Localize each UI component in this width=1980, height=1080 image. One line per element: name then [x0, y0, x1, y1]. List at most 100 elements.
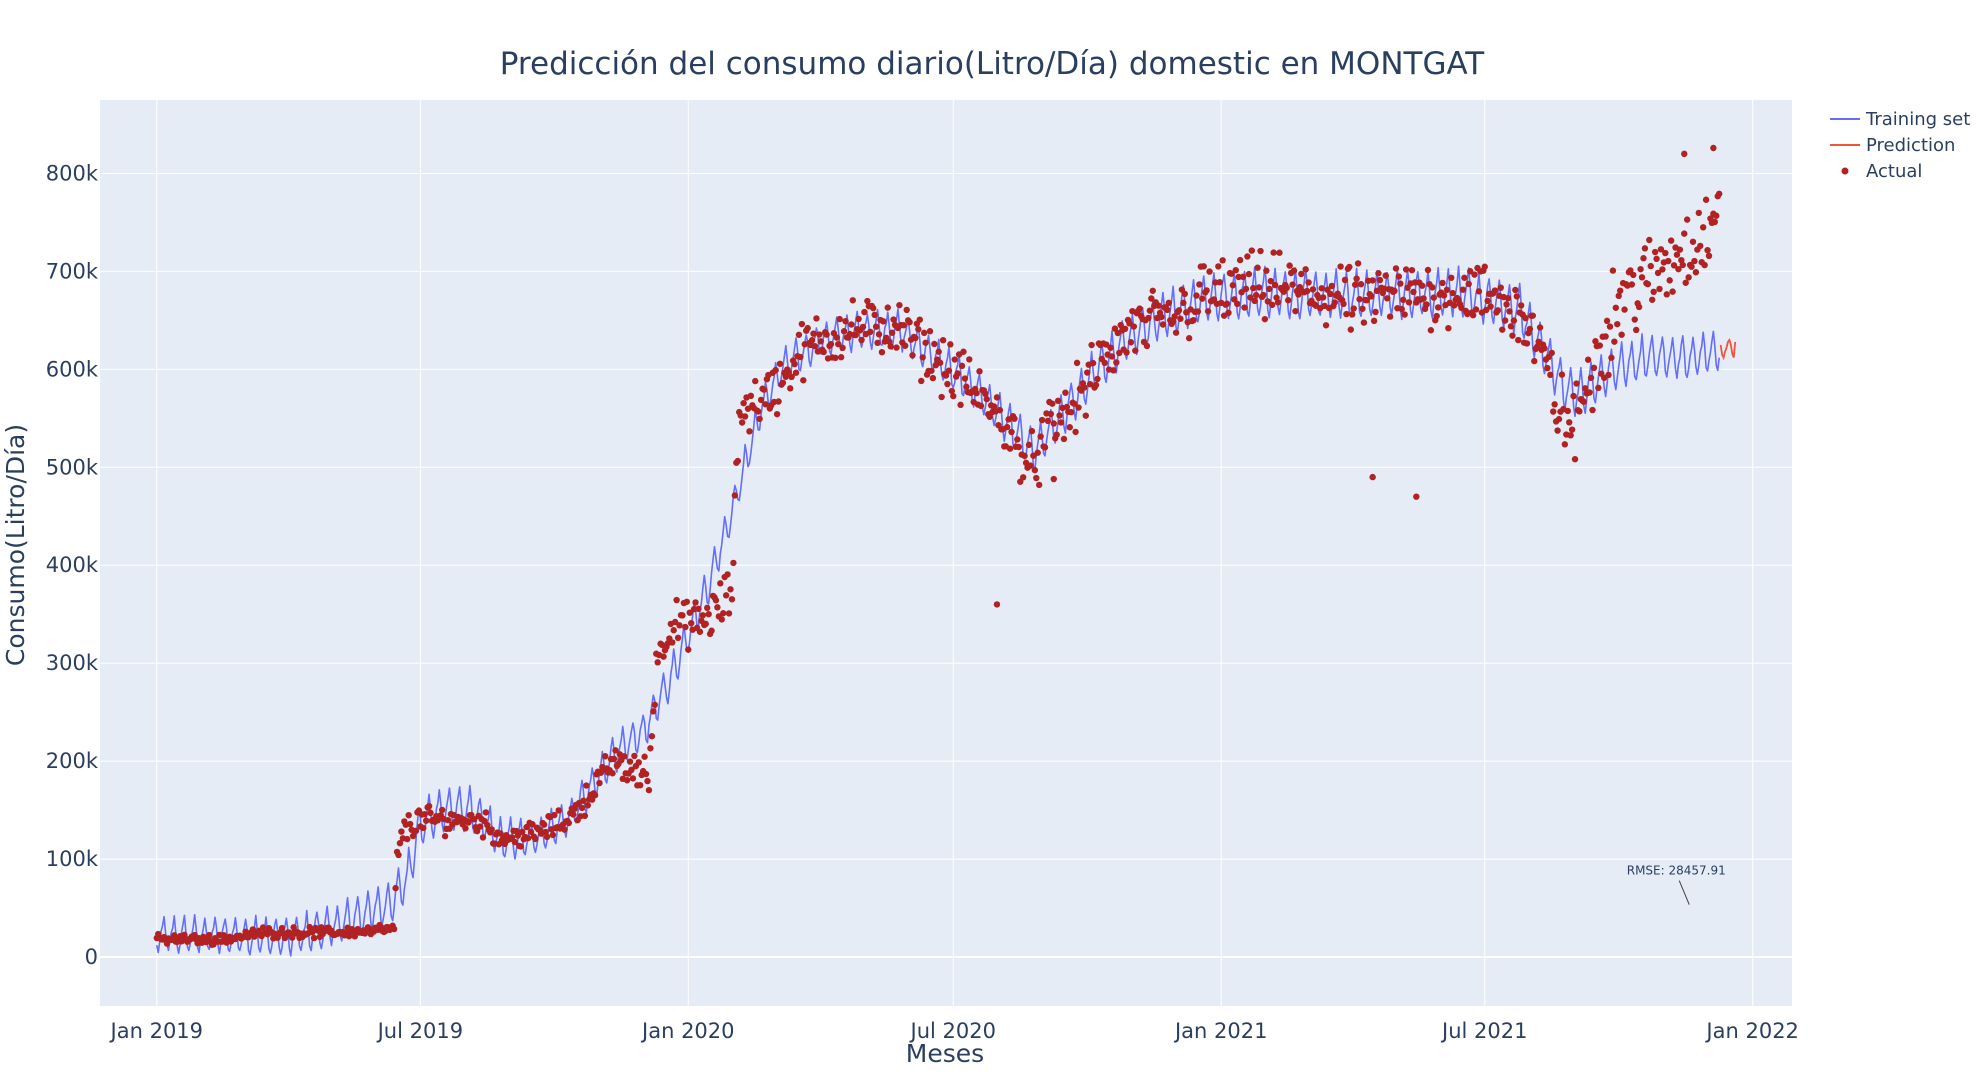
y-tick-label: 300k — [46, 651, 99, 675]
actual-point — [1070, 400, 1078, 407]
actual-point — [951, 356, 958, 363]
actual-point — [928, 367, 935, 374]
actual-point — [1526, 325, 1534, 333]
actual-point — [1056, 412, 1063, 419]
actual-point — [1289, 281, 1296, 288]
actual-point — [1322, 322, 1330, 329]
actual-point — [1234, 300, 1241, 308]
actual-point — [874, 339, 881, 347]
y-tick-label: 500k — [46, 455, 99, 479]
actual-point — [945, 367, 953, 374]
actual-point — [708, 627, 715, 634]
actual-point — [1633, 326, 1640, 334]
actual-point — [1094, 375, 1101, 383]
actual-point — [1260, 291, 1267, 299]
actual-point — [1688, 263, 1695, 270]
actual-point — [1471, 271, 1478, 278]
actual-point — [1618, 331, 1625, 338]
actual-point — [896, 301, 903, 309]
actual-point — [392, 884, 399, 892]
actual-point — [1691, 257, 1698, 265]
actual-point — [1603, 317, 1611, 325]
actual-point — [1130, 323, 1138, 330]
actual-point — [740, 399, 747, 407]
actual-point — [800, 377, 807, 384]
actual-point — [1605, 371, 1612, 379]
actual-point — [1548, 349, 1555, 357]
actual-point — [1047, 410, 1055, 418]
annotation-arrow — [1678, 880, 1690, 905]
actual-point — [1113, 359, 1120, 366]
actual-point — [1654, 269, 1662, 277]
actual-point — [1360, 319, 1368, 326]
actual-point — [1268, 301, 1276, 309]
actual-point — [1513, 293, 1521, 300]
actual-point — [1398, 305, 1405, 313]
actual-point — [1472, 306, 1480, 313]
y-tick-label: 100k — [46, 847, 99, 871]
actual-point — [529, 821, 536, 828]
actual-point — [1554, 427, 1561, 434]
actual-point — [922, 339, 929, 346]
actual-point — [425, 802, 433, 810]
actual-point — [1497, 284, 1504, 291]
actual-point — [878, 348, 886, 356]
actual-point — [1561, 441, 1569, 448]
actual-point — [1072, 428, 1079, 436]
actual-point — [1254, 264, 1261, 271]
actual-point — [760, 386, 768, 393]
actual-point — [996, 406, 1004, 414]
actual-point — [1169, 318, 1177, 325]
actual-point — [1108, 353, 1116, 360]
actual-point — [1008, 428, 1015, 436]
actual-point — [1232, 266, 1239, 274]
actual-point — [1501, 317, 1509, 324]
actual-point — [1481, 263, 1488, 270]
actual-point — [654, 659, 661, 666]
actual-point — [1673, 251, 1681, 258]
actual-point — [811, 343, 819, 350]
actual-point — [1541, 345, 1548, 352]
actual-point — [926, 328, 934, 335]
actual-point — [1318, 285, 1325, 292]
actual-point-outlier — [1681, 150, 1688, 158]
x-tick-label: Jan 2021 — [1173, 1019, 1268, 1043]
actual-point — [776, 360, 784, 367]
actual-point — [623, 777, 631, 784]
actual-point — [816, 331, 823, 338]
actual-point — [722, 592, 730, 599]
actual-point — [1271, 281, 1279, 289]
legend: Training set Prediction Actual — [1830, 109, 1970, 182]
actual-point — [1242, 285, 1250, 293]
actual-point — [637, 781, 644, 789]
actual-point — [888, 329, 896, 336]
actual-point — [734, 457, 741, 465]
actual-point — [1110, 367, 1117, 374]
actual-point — [872, 323, 880, 330]
actual-point — [1679, 261, 1686, 269]
actual-point — [1676, 246, 1684, 253]
training-set-line — [156, 265, 1720, 957]
actual-point — [747, 392, 755, 399]
actual-point — [1487, 303, 1494, 310]
actual-point — [1073, 359, 1081, 367]
actual-point — [1653, 255, 1660, 263]
actual-point — [670, 627, 677, 634]
actual-point — [1402, 266, 1410, 273]
actual-point — [1459, 286, 1467, 293]
annotations: RMSE: 28457.91 — [1627, 864, 1726, 905]
actual-point — [1555, 415, 1563, 423]
actual-point — [642, 770, 650, 778]
actual-point — [508, 834, 516, 841]
actual-point — [1445, 324, 1452, 332]
actual-point — [746, 428, 753, 435]
actual-point — [683, 598, 691, 605]
x-axis-title: Meses — [906, 1039, 984, 1068]
actual-point — [1200, 263, 1207, 270]
actual-point — [1244, 253, 1251, 260]
actual-point — [1515, 336, 1522, 344]
actual-point — [1086, 380, 1094, 388]
actual-point — [1006, 445, 1014, 452]
actual-point — [827, 340, 835, 348]
actual-point — [840, 328, 848, 335]
